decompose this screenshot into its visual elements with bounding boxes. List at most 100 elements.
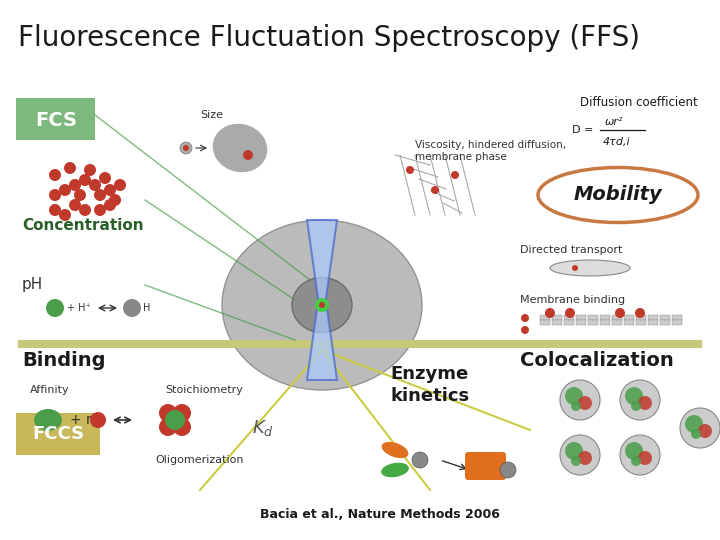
Circle shape — [625, 442, 643, 460]
Circle shape — [698, 424, 712, 438]
Circle shape — [578, 451, 592, 465]
Circle shape — [123, 299, 141, 317]
Circle shape — [59, 209, 71, 221]
Text: Size: Size — [200, 110, 223, 120]
Ellipse shape — [382, 442, 408, 458]
Circle shape — [565, 387, 583, 405]
Circle shape — [625, 387, 643, 405]
Text: + H⁺: + H⁺ — [67, 303, 91, 313]
Text: + n: + n — [70, 413, 95, 427]
Circle shape — [49, 189, 61, 201]
Text: Fluorescence Fluctuation Spectroscopy (FFS): Fluorescence Fluctuation Spectroscopy (F… — [18, 24, 640, 52]
FancyBboxPatch shape — [16, 98, 95, 140]
Circle shape — [90, 412, 106, 428]
Ellipse shape — [222, 220, 422, 390]
Ellipse shape — [538, 167, 698, 222]
Text: Mobility: Mobility — [574, 186, 662, 205]
Bar — [660, 320, 670, 325]
Bar — [576, 315, 586, 320]
Bar — [600, 320, 610, 325]
Bar — [552, 320, 562, 325]
Bar — [612, 315, 622, 320]
Ellipse shape — [34, 409, 62, 431]
Text: membrane phase: membrane phase — [415, 152, 507, 162]
Bar — [564, 315, 574, 320]
Ellipse shape — [381, 463, 409, 477]
Text: Concentration: Concentration — [22, 218, 143, 233]
Circle shape — [114, 179, 126, 191]
Bar — [540, 315, 550, 320]
Text: $K_d$: $K_d$ — [252, 418, 274, 438]
Text: Diffusion coefficient: Diffusion coefficient — [580, 96, 698, 109]
Text: Enzyme
kinetics: Enzyme kinetics — [390, 365, 469, 405]
Circle shape — [560, 380, 600, 420]
Bar — [636, 315, 646, 320]
Circle shape — [571, 456, 581, 466]
Bar — [588, 320, 598, 325]
Bar — [552, 315, 562, 320]
Text: FCS: FCS — [35, 111, 77, 130]
Circle shape — [319, 302, 325, 308]
Bar — [648, 315, 658, 320]
Bar — [636, 320, 646, 325]
Bar — [576, 320, 586, 325]
Circle shape — [64, 162, 76, 174]
Text: Colocalization: Colocalization — [520, 350, 674, 369]
Circle shape — [560, 435, 600, 475]
FancyBboxPatch shape — [16, 413, 100, 455]
Circle shape — [521, 326, 529, 334]
Circle shape — [545, 308, 555, 318]
Text: pH: pH — [22, 278, 43, 293]
Circle shape — [680, 408, 720, 448]
Circle shape — [94, 189, 106, 201]
Text: Oligomerization: Oligomerization — [155, 455, 243, 465]
Circle shape — [165, 410, 185, 430]
Text: Affinity: Affinity — [30, 385, 70, 395]
Circle shape — [69, 199, 81, 211]
Circle shape — [104, 184, 116, 196]
Bar — [564, 320, 574, 325]
Ellipse shape — [212, 124, 267, 172]
Circle shape — [521, 314, 529, 322]
Text: H: H — [143, 303, 150, 313]
Circle shape — [89, 179, 101, 191]
Circle shape — [173, 418, 191, 436]
Bar — [648, 320, 658, 325]
Circle shape — [84, 164, 96, 176]
Circle shape — [49, 204, 61, 216]
Text: FCCS: FCCS — [32, 425, 84, 443]
Bar — [18, 340, 702, 348]
Circle shape — [49, 169, 61, 181]
Bar — [612, 320, 622, 325]
Circle shape — [638, 396, 652, 410]
Bar — [672, 315, 682, 320]
Circle shape — [99, 172, 111, 184]
Circle shape — [578, 396, 592, 410]
Circle shape — [500, 462, 516, 478]
Circle shape — [159, 404, 177, 422]
Circle shape — [412, 452, 428, 468]
Text: Viscosity, hindered diffusion,: Viscosity, hindered diffusion, — [415, 140, 566, 150]
Circle shape — [406, 166, 414, 174]
Circle shape — [59, 184, 71, 196]
Circle shape — [620, 435, 660, 475]
Circle shape — [173, 404, 191, 422]
Circle shape — [74, 189, 86, 201]
Circle shape — [565, 308, 575, 318]
Circle shape — [685, 415, 703, 433]
Circle shape — [315, 298, 329, 312]
Circle shape — [104, 199, 116, 211]
Circle shape — [631, 456, 641, 466]
Text: Stoichiometry: Stoichiometry — [165, 385, 243, 395]
Circle shape — [631, 401, 641, 411]
Ellipse shape — [292, 278, 352, 333]
Circle shape — [638, 451, 652, 465]
Bar — [540, 320, 550, 325]
Bar — [624, 320, 634, 325]
Circle shape — [691, 429, 701, 439]
Circle shape — [451, 171, 459, 179]
Circle shape — [183, 145, 189, 151]
Circle shape — [159, 418, 177, 436]
Ellipse shape — [550, 260, 630, 276]
Text: 4τd,i: 4τd,i — [603, 137, 631, 147]
